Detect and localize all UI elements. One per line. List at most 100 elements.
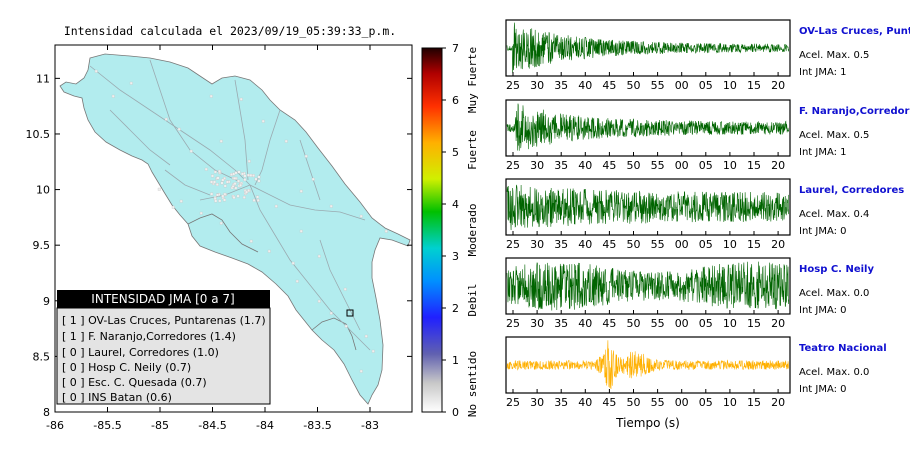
waveform-x-tick-label: 25	[506, 79, 520, 92]
waveform-x-tick-label: 00	[675, 317, 689, 330]
waveform-x-tick-label: 05	[699, 159, 713, 172]
station-dot	[213, 180, 216, 184]
station-dot	[171, 205, 175, 209]
intensity-legend: INTENSIDAD JMA [0 a 7] [ 1 ] OV-Las Cruc…	[56, 290, 271, 405]
legend-entry: [ 0 ] Laurel, Corredores (1.0)	[62, 346, 219, 359]
waveform-x-tick-label: 00	[675, 79, 689, 92]
station-dot	[267, 249, 271, 253]
map-x-tick-label: -85	[151, 419, 169, 432]
station-dot	[221, 178, 225, 182]
waveform-x-tick-label: 05	[699, 317, 713, 330]
waveform-x-tick-label: 20	[771, 396, 785, 409]
waveform-x-tick-label: 00	[675, 238, 689, 251]
waveform-x-tick-label: 45	[602, 396, 616, 409]
station-marker	[346, 309, 354, 317]
station-dot	[344, 324, 348, 328]
station-dot	[329, 311, 333, 315]
waveform-jma-intensity: Int JMA: 1	[799, 147, 847, 158]
station-dot	[179, 199, 183, 203]
waveform-accel-max: Acel. Max. 0.0	[799, 367, 869, 378]
golfo-dulce-coast	[311, 317, 357, 351]
waveform-x-tick-label: 10	[723, 79, 737, 92]
station-dot	[252, 174, 255, 178]
map-frame	[54, 44, 413, 413]
map-x-axis: -86 -85.5 -85 -84.5 -84 -83.5 -83	[46, 45, 379, 432]
waveform-x-tick-label: 20	[771, 159, 785, 172]
waveform-x-tick-label: 55	[651, 159, 665, 172]
station-dot	[257, 179, 261, 183]
waveform-accel-max: Acel. Max. 0.0	[799, 288, 869, 299]
legend-entry: [ 0 ] Hosp C. Neily (0.7)	[62, 361, 191, 374]
waveform-x-tick-label: 05	[699, 238, 713, 251]
waveform-panels: 25 30 35 40 45 50 55 00 05 10 15 20 OV-Las Cruces, P…	[505, 19, 910, 409]
gulf-of-nicoya-coast	[187, 213, 259, 253]
legend-body	[56, 307, 271, 405]
waveform-x-tick-label: 55	[651, 317, 665, 330]
colorbar-label-muy-fuerte: Muy Fuerte	[466, 47, 479, 113]
station-dot	[223, 176, 226, 180]
map-y-tick-label: 8	[43, 406, 50, 419]
station-dot	[223, 198, 226, 202]
station-dot	[218, 169, 221, 173]
station-dot	[359, 369, 363, 373]
waveform-jma-intensity: Int JMA: 1	[799, 67, 847, 78]
station-dot	[249, 239, 253, 243]
station-dot	[233, 176, 237, 180]
waveform-panel: 25 30 35 40 45 50 55 00 05 10 15 20 Laurel, Corredor…	[505, 178, 904, 251]
waveform-x-tick-label: 20	[771, 79, 785, 92]
waveform-x-tick-label: 35	[554, 238, 568, 251]
waveform-x-tick-label: 30	[530, 159, 544, 172]
station-dot	[234, 186, 238, 190]
colorbar-label-fuerte: Fuerte	[466, 130, 479, 170]
station-dot	[230, 173, 233, 176]
colorbar: 0 1 2 3 4 5 6 7 No sentido Debil Moderado Fuert…	[421, 42, 479, 419]
waveform-x-tick-label: 45	[602, 238, 616, 251]
station-dot	[189, 149, 193, 153]
waveform-x-tick-label: 35	[554, 396, 568, 409]
map-x-tick-label: -84	[256, 419, 274, 432]
waveform-x-tick-label: 35	[554, 317, 568, 330]
colorbar-tick-label: 3	[452, 250, 459, 263]
station-dot	[177, 127, 181, 131]
waveform-trace	[506, 340, 789, 390]
waveform-x-tick-label: 15	[747, 159, 761, 172]
station-dot	[256, 198, 260, 202]
waveform-x-tick-label: 50	[627, 159, 641, 172]
waveform-x-tick-label: 25	[506, 317, 520, 330]
station-dot	[241, 172, 244, 176]
colorbar-scale	[421, 47, 443, 413]
map-y-tick-label: 10.5	[26, 128, 51, 141]
station-dot	[221, 194, 225, 198]
station-dot	[291, 261, 295, 265]
waveform-trace	[506, 184, 789, 231]
station-dot	[284, 139, 288, 143]
station-dot	[256, 195, 259, 199]
waveform-panel: 25 30 35 40 45 50 55 00 05 10 15 20 F. Naranjo,Corre…	[505, 99, 910, 172]
waveform-x-tick-label: 50	[627, 79, 641, 92]
waveform-station-name: F. Naranjo,Corredores	[799, 106, 910, 117]
waveform-x-tick-label: 15	[747, 238, 761, 251]
station-dot	[359, 214, 363, 218]
waveform-x-tick-label: 40	[578, 79, 592, 92]
legend-entry: [ 1 ] OV-Las Cruces, Puntarenas (1.7)	[62, 314, 266, 327]
colorbar-ticks: 0 1 2 3 4 5 6 7	[442, 42, 459, 419]
station-dot	[214, 199, 218, 203]
waveform-x-tick-label: 45	[602, 79, 616, 92]
waveform-x-tick-label: 55	[651, 396, 665, 409]
station-dot	[213, 170, 217, 174]
waveform-x-tick-label: 05	[699, 79, 713, 92]
waveform-x-tick-label: 20	[771, 317, 785, 330]
station-dot	[343, 287, 347, 291]
map-y-tick-label: 10	[36, 184, 50, 197]
waveform-x-tick-label: 30	[530, 317, 544, 330]
waveform-x-tick-label: 45	[602, 317, 616, 330]
colorbar-label-no-sentido: No sentido	[466, 351, 479, 417]
map-y-tick-label: 9.5	[33, 239, 51, 252]
waveform-panel: 25 30 35 40 45 50 55 00 05 10 15 20 Teatro Nacional A…	[505, 336, 887, 409]
map-x-tick-label: -83.5	[303, 419, 331, 432]
waveform-x-tick-label: 50	[627, 238, 641, 251]
colorbar-label-debil: Debil	[466, 283, 479, 316]
station-dot	[295, 279, 299, 283]
waveform-x-tick-label: 30	[530, 238, 544, 251]
